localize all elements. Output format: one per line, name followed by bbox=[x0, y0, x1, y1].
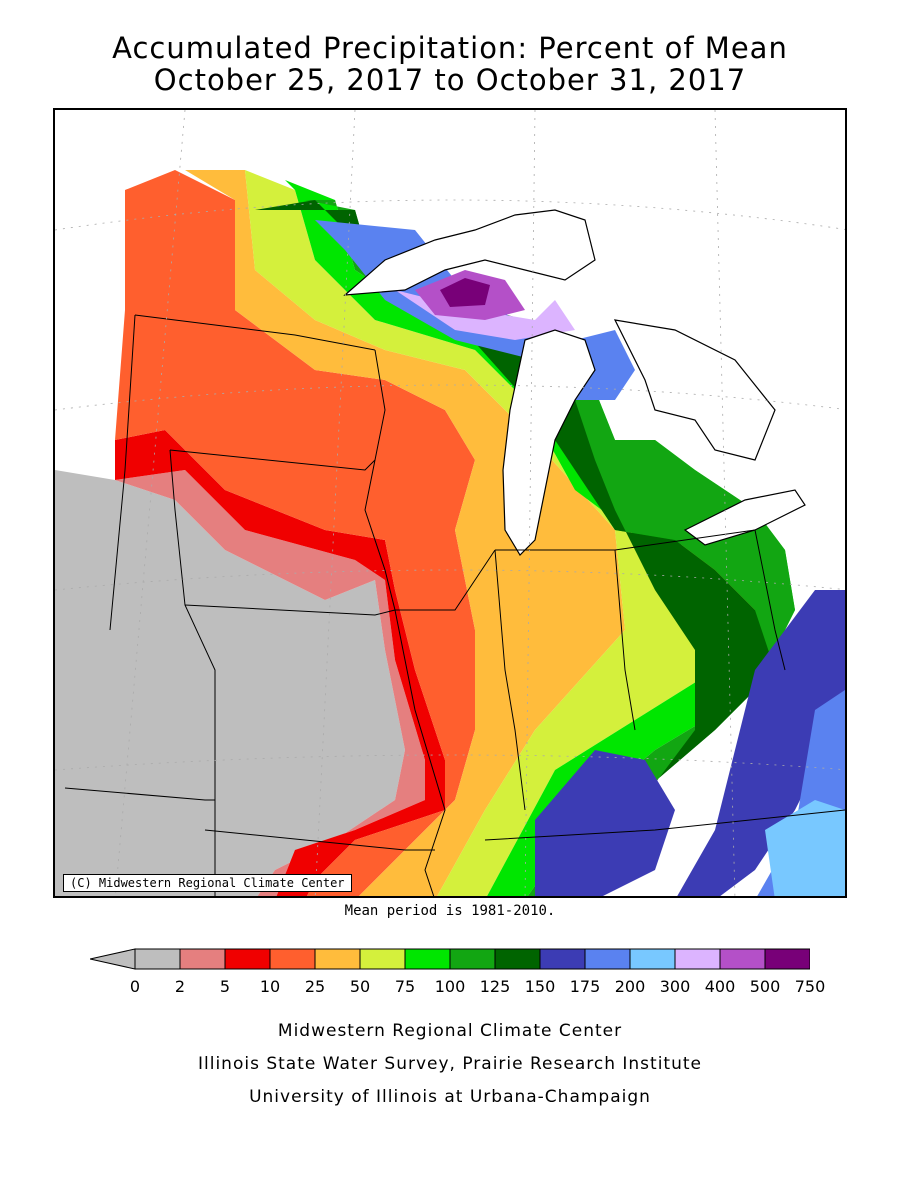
legend-swatch bbox=[629, 948, 676, 970]
legend-label: 200 bbox=[614, 977, 646, 996]
legend-bar bbox=[90, 948, 810, 970]
legend-swatch bbox=[494, 948, 541, 970]
map-title-line2: October 25, 2017 to October 31, 2017 bbox=[153, 63, 747, 97]
mean-period-note: Mean period is 1981-2010. bbox=[344, 903, 556, 919]
region-dark-purple-north bbox=[440, 278, 490, 307]
footer-line3: University of Illinois at Urbana-Champai… bbox=[249, 1087, 651, 1107]
legend-label: 175 bbox=[569, 977, 601, 996]
legend-swatch bbox=[359, 948, 406, 970]
region-green bbox=[285, 180, 795, 896]
legend-swatch bbox=[269, 948, 316, 970]
region-blue-south bbox=[535, 750, 675, 896]
lake-erie bbox=[683, 489, 806, 546]
legend-label: 25 bbox=[304, 977, 326, 996]
footer-line1: Midwestern Regional Climate Center bbox=[277, 1021, 623, 1041]
legend-swatch bbox=[134, 948, 181, 970]
region-gray bbox=[55, 470, 405, 896]
legend-label: 10 bbox=[259, 977, 281, 996]
legend-label: 300 bbox=[659, 977, 691, 996]
legend-swatch bbox=[314, 948, 361, 970]
legend-arrow bbox=[90, 948, 136, 970]
legend-swatch bbox=[584, 948, 631, 970]
legend-swatch bbox=[224, 948, 271, 970]
region-orange bbox=[185, 170, 625, 896]
state-boundaries bbox=[64, 314, 845, 896]
map-title-line1: Accumulated Precipitation: Percent of Me… bbox=[112, 31, 788, 65]
region-red bbox=[115, 430, 445, 896]
legend-swatch bbox=[539, 948, 586, 970]
region-orange-red bbox=[115, 170, 475, 896]
lake-michigan bbox=[502, 329, 596, 556]
region-cyan-southeast bbox=[765, 800, 845, 896]
legend-label: 125 bbox=[479, 977, 511, 996]
legend-label: 750 bbox=[794, 977, 826, 996]
legend-labels: 0 2 5 10 25 50 75 100 125 150 175 200 300 400 500 750 bbox=[0, 977, 900, 997]
footer-line2: Illinois State Water Survey, Prairie Res… bbox=[198, 1054, 702, 1074]
legend-label: 75 bbox=[394, 977, 416, 996]
legend-label: 400 bbox=[704, 977, 736, 996]
region-blue-southeast bbox=[677, 590, 845, 896]
legend-label: 5 bbox=[219, 977, 231, 996]
legend-swatch bbox=[449, 948, 496, 970]
color-legend bbox=[90, 948, 810, 970]
lake-superior bbox=[343, 209, 596, 296]
legend-label: 500 bbox=[749, 977, 781, 996]
legend-swatch bbox=[674, 948, 721, 970]
legend-swatch bbox=[764, 948, 810, 970]
legend-label: 150 bbox=[524, 977, 556, 996]
region-pink bbox=[115, 470, 425, 896]
map-canvas bbox=[55, 110, 845, 896]
legend-swatch bbox=[179, 948, 226, 970]
legend-label: 2 bbox=[174, 977, 186, 996]
map-credit: (C) Midwestern Regional Climate Center bbox=[63, 874, 352, 892]
precipitation-map: (C) Midwestern Regional Climate Center bbox=[53, 108, 847, 898]
legend-label: 50 bbox=[349, 977, 371, 996]
legend-label: 0 bbox=[129, 977, 141, 996]
lake-huron bbox=[613, 319, 776, 461]
legend-swatch bbox=[719, 948, 766, 970]
region-medium-green bbox=[305, 200, 795, 896]
graticule bbox=[55, 110, 845, 896]
legend-swatch bbox=[404, 948, 451, 970]
legend-label: 100 bbox=[434, 977, 466, 996]
region-yellow-green bbox=[245, 170, 775, 896]
